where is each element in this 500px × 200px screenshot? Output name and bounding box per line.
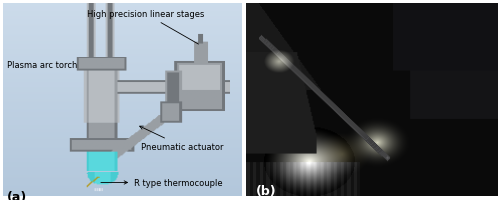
Text: High precision linear stages: High precision linear stages [87,10,204,45]
Text: (a): (a) [8,190,28,200]
Text: Plasma arc torch: Plasma arc torch [8,61,78,70]
Text: (b): (b) [256,184,276,197]
Text: R type thermocouple: R type thermocouple [101,178,222,187]
Text: Pneumatic actuator: Pneumatic actuator [140,126,224,151]
